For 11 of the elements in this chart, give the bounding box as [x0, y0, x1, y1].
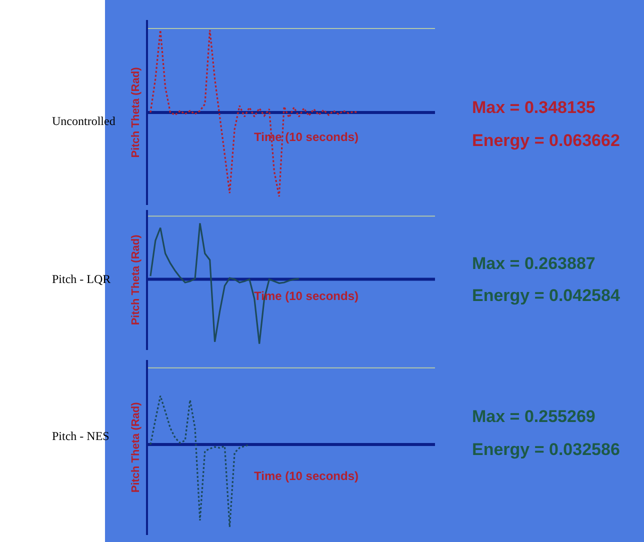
text: Energy = 0.042584	[472, 286, 620, 305]
y-axis-title: Pitch Theta (Rad)	[130, 234, 142, 326]
text: Max = 0.348135	[472, 98, 596, 117]
y-axis-title: Pitch Theta (Rad)	[130, 66, 142, 158]
text: Max = 0.255269	[472, 407, 596, 426]
text: Max = 0.263887	[472, 254, 596, 273]
x-axis-title: Time (10 seconds)	[254, 469, 358, 483]
y-axis-title: Pitch Theta (Rad)	[130, 402, 142, 493]
text: Energy = 0.032586	[472, 440, 620, 459]
x-axis-title: Time (10 seconds)	[254, 130, 358, 144]
text: Energy = 0.063662	[472, 131, 620, 150]
